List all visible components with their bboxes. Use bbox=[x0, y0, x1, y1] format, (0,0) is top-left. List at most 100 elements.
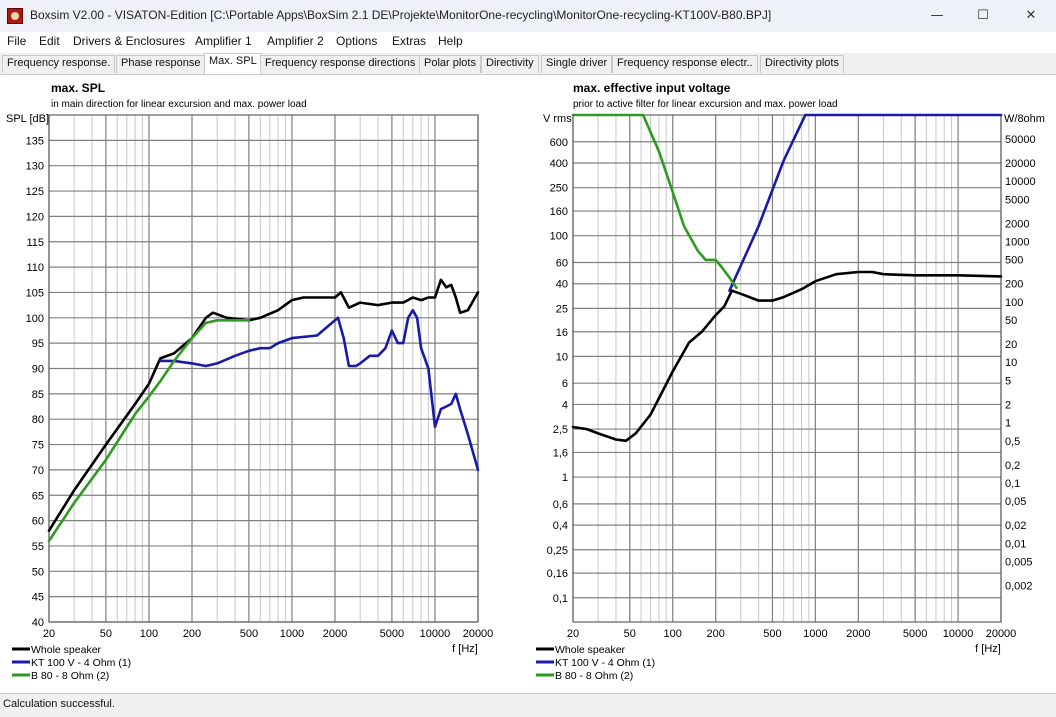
chart2-ylabel: V rms bbox=[543, 113, 572, 125]
chart2-ytick-label: 60 bbox=[556, 257, 568, 269]
chart2-y2tick-label: 10 bbox=[1005, 357, 1017, 369]
chart2-y2tick-label: 0,2 bbox=[1005, 460, 1020, 472]
chart2-title: max. effective input voltage bbox=[573, 81, 731, 95]
chart1-ytick-label: 85 bbox=[32, 389, 44, 401]
tab-frequency-response-electrical[interactable]: Frequency response electr.. bbox=[612, 55, 758, 73]
menu-file[interactable]: File bbox=[7, 34, 27, 48]
chart2-y2tick-label: 200 bbox=[1005, 279, 1023, 291]
chart1-ytick-label: 110 bbox=[26, 262, 44, 274]
chart2-series-line-2 bbox=[728, 113, 1003, 292]
chart2-y2tick-label: 10000 bbox=[1005, 176, 1036, 188]
chart1-xtick-label: 20000 bbox=[463, 628, 494, 640]
tab-frequency-response[interactable]: Frequency response. bbox=[2, 55, 116, 73]
chart1-series-line-2 bbox=[159, 308, 480, 472]
chart2-ytick-label: 0,25 bbox=[547, 545, 568, 557]
menu-amplifier-2[interactable]: Amplifier 2 bbox=[267, 34, 324, 48]
chart2-y2tick-label: 50000 bbox=[1005, 134, 1036, 146]
maximize-button[interactable]: ☐ bbox=[977, 8, 989, 23]
chart1-xtick-label: 10000 bbox=[420, 628, 451, 640]
chart2-xtick-label: 50 bbox=[624, 628, 636, 640]
chart1-xtick-label: 500 bbox=[240, 628, 258, 640]
tab-polar-plots[interactable]: Polar plots bbox=[419, 55, 481, 73]
menu-bar: File Edit Drivers & Enclosures Amplifier… bbox=[0, 32, 1056, 52]
tab-bar: Frequency response. Phase response Max. … bbox=[0, 53, 1056, 75]
menu-options[interactable]: Options bbox=[336, 34, 378, 48]
tab-max-spl[interactable]: Max. SPL bbox=[204, 53, 262, 74]
chart2-y2tick-label: 1000 bbox=[1005, 237, 1029, 249]
chart2-ytick-label: 1 bbox=[562, 472, 568, 484]
tab-frequency-response-directions[interactable]: Frequency response directions bbox=[260, 55, 421, 73]
status-text: Calculation successful. bbox=[3, 698, 115, 710]
menu-edit[interactable]: Edit bbox=[39, 34, 60, 48]
chart1-ytick-label: 125 bbox=[26, 186, 44, 198]
chart2-xtick-label: 20000 bbox=[986, 628, 1017, 640]
chart2-xlabel: f [Hz] bbox=[975, 643, 1001, 655]
chart2-ytick-label: 0,6 bbox=[553, 499, 568, 511]
status-bar: Calculation successful. bbox=[0, 693, 1056, 717]
chart1-subtitle: in main direction for linear excursion a… bbox=[51, 99, 307, 110]
chart2-xtick-label: 10000 bbox=[943, 628, 974, 640]
chart2-ytick-label: 0,4 bbox=[553, 520, 568, 532]
menu-extras[interactable]: Extras bbox=[392, 34, 427, 48]
chart2-ytick-label: 1,6 bbox=[553, 447, 568, 459]
chart1-title: max. SPL bbox=[51, 81, 105, 95]
chart2-y2tick-label: 50 bbox=[1005, 315, 1017, 327]
tab-directivity-plots[interactable]: Directivity plots bbox=[760, 55, 844, 73]
chart1-ytick-label: 135 bbox=[26, 135, 44, 147]
chart1-legend-entry: B 80 - 8 Ohm (2) bbox=[31, 670, 109, 682]
chart1-ytick-label: 115 bbox=[26, 237, 44, 249]
chart2-y2tick-label: 20 bbox=[1005, 339, 1017, 351]
chart1-ytick-label: 65 bbox=[32, 490, 44, 502]
chart1-ytick-label: 75 bbox=[32, 440, 44, 452]
chart1-ytick-label: 70 bbox=[32, 465, 44, 477]
chart2-legend-entry: Whole speaker bbox=[555, 644, 626, 656]
chart1-xtick-label: 200 bbox=[183, 628, 201, 640]
chart1-plot-frame bbox=[48, 114, 479, 623]
chart2-ytick-label: 40 bbox=[556, 279, 568, 291]
chart1-xlabel: f [Hz] bbox=[452, 643, 478, 655]
menu-drivers-enclosures[interactable]: Drivers & Enclosures bbox=[73, 34, 186, 48]
chart2-xtick-label: 5000 bbox=[903, 628, 927, 640]
chart2-subtitle: prior to active filter for linear excurs… bbox=[573, 99, 838, 110]
tab-single-driver[interactable]: Single driver bbox=[541, 55, 613, 73]
chart2-ytick-label: 250 bbox=[550, 183, 568, 195]
chart2-ytick-label: 400 bbox=[550, 158, 568, 170]
chart2-xtick-label: 1000 bbox=[803, 628, 827, 640]
chart1-series-line-3 bbox=[47, 319, 251, 543]
chart2-series-line-1 bbox=[571, 270, 1003, 443]
close-button[interactable]: ✕ bbox=[1025, 8, 1037, 23]
chart2-ytick-label: 600 bbox=[550, 137, 568, 149]
chart1-ytick-label: 50 bbox=[32, 566, 44, 578]
chart1-series-line-1 bbox=[47, 278, 480, 533]
minimize-button[interactable]: — bbox=[930, 8, 944, 23]
chart2-ytick-label: 25 bbox=[556, 303, 568, 315]
chart1-ytick-label: 120 bbox=[26, 211, 44, 223]
chart2-xtick-label: 20 bbox=[567, 628, 579, 640]
title-bar: Boxsim V2.00 - VISATON-Edition [C:\Porta… bbox=[0, 0, 1056, 32]
chart2-y2tick-label: 0,01 bbox=[1005, 538, 1026, 550]
chart2-series-line-3 bbox=[571, 113, 738, 290]
menu-amplifier-1[interactable]: Amplifier 1 bbox=[195, 34, 252, 48]
menu-help[interactable]: Help bbox=[438, 34, 463, 48]
chart1-ytick-label: 55 bbox=[32, 541, 44, 553]
chart1-xtick-label: 2000 bbox=[323, 628, 347, 640]
chart2-y2tick-label: 500 bbox=[1005, 255, 1023, 267]
chart2-ytick-label: 160 bbox=[550, 206, 568, 218]
tab-directivity[interactable]: Directivity bbox=[481, 55, 539, 73]
chart2-ytick-label: 2,5 bbox=[553, 424, 568, 436]
chart1-ytick-label: 80 bbox=[32, 414, 44, 426]
chart2-legend-entry: KT 100 V - 4 Ohm (1) bbox=[555, 657, 655, 669]
chart1-ytick-label: 130 bbox=[26, 161, 44, 173]
chart2-ytick-label: 4 bbox=[562, 399, 568, 411]
chart2-ytick-label: 0,16 bbox=[547, 568, 568, 580]
chart1-ytick-label: 45 bbox=[32, 592, 44, 604]
chart2-y2tick-label: 0,002 bbox=[1005, 580, 1033, 592]
tab-phase-response[interactable]: Phase response bbox=[116, 55, 206, 73]
window-title: Boxsim V2.00 - VISATON-Edition [C:\Porta… bbox=[30, 8, 772, 22]
chart2-xtick-label: 100 bbox=[664, 628, 682, 640]
chart2-y2tick-label: 0,005 bbox=[1005, 556, 1033, 568]
chart1-xtick-label: 5000 bbox=[380, 628, 404, 640]
chart2-y2tick-label: 2000 bbox=[1005, 218, 1029, 230]
chart2-y2tick-label: 0,1 bbox=[1005, 478, 1020, 490]
content-area: max. SPL in main direction for linear exc… bbox=[0, 75, 1056, 690]
